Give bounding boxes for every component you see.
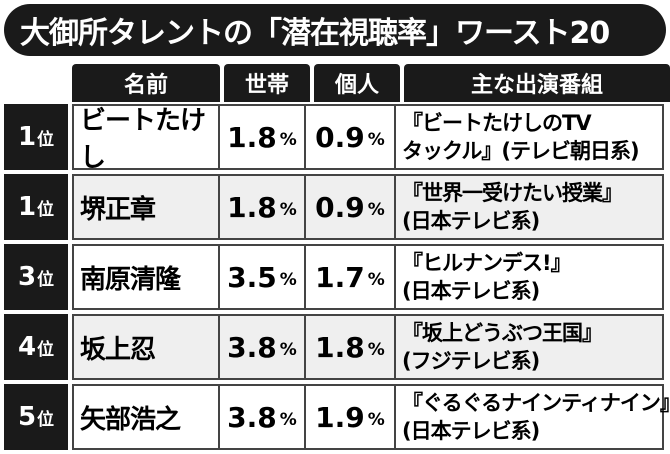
individual-rating: 1.8% (306, 314, 396, 380)
program-cell: 『坂上どうぶつ王国』 (フジテレビ系) (396, 314, 664, 380)
talent-name: 南原清隆 (72, 244, 220, 310)
individual-rating: 0.9% (306, 174, 396, 240)
header-name: 名前 (72, 64, 220, 102)
talent-name: ビートたけし (72, 104, 220, 173)
header-household: 世帯 (224, 64, 310, 102)
household-rating: 1.8% (220, 174, 306, 240)
household-rating: 3.8% (220, 384, 306, 450)
program-cell: 『ヒルナンデス!』 (日本テレビ系) (396, 244, 664, 310)
program-cell: 『世界一受けたい授業』 (日本テレビ系) (396, 174, 664, 240)
talent-name: 矢部浩之 (72, 384, 220, 450)
talent-name: 坂上忍 (72, 314, 220, 380)
header-individual: 個人 (314, 64, 400, 102)
individual-rating: 1.9% (306, 384, 396, 450)
household-rating: 3.5% (220, 244, 306, 310)
talent-name: 堺正章 (72, 174, 220, 240)
program-cell: 『ビートたけしのTV タックル』(テレビ朝日系) (396, 104, 664, 170)
household-rating: 3.8% (220, 314, 306, 380)
header-program: 主な出演番組 (404, 64, 670, 102)
individual-rating: 0.9% (306, 104, 396, 170)
household-rating: 1.8% (220, 104, 306, 170)
page-title: 大御所タレントの「潜在視聴率」ワースト20 (4, 4, 666, 56)
individual-rating: 1.7% (306, 244, 396, 310)
table-header: 名前 世帯 個人 主な出演番組 (72, 64, 670, 102)
program-cell: 『ぐるぐるナインティナイン』 (日本テレビ系) (396, 384, 670, 450)
